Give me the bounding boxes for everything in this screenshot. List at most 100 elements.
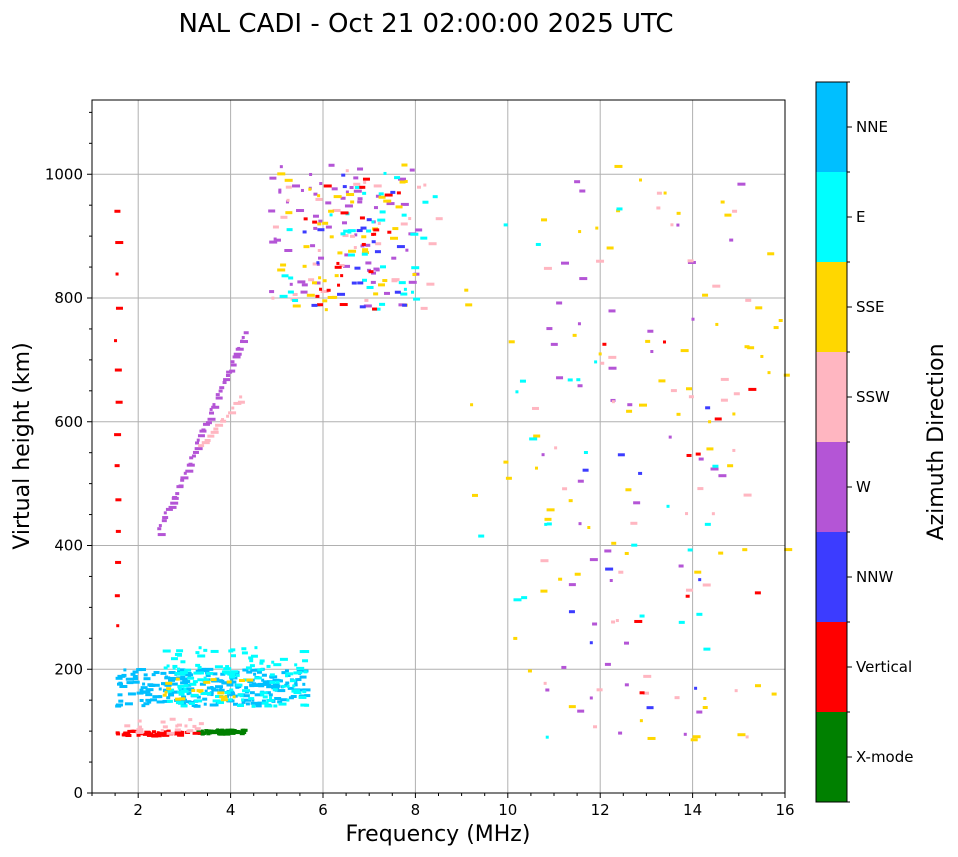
data-point — [317, 194, 321, 198]
data-point — [197, 667, 206, 671]
data-point — [685, 594, 690, 598]
data-point — [242, 668, 249, 672]
data-point — [478, 534, 485, 538]
data-point — [568, 583, 576, 587]
data-point — [193, 671, 202, 675]
data-point — [115, 400, 123, 404]
data-point — [513, 598, 522, 602]
data-point — [694, 686, 698, 690]
data-point — [261, 678, 265, 682]
data-point — [264, 704, 273, 708]
data-point — [172, 495, 178, 499]
data-point — [178, 668, 186, 672]
data-point — [281, 684, 286, 688]
data-point — [136, 668, 143, 672]
data-point — [630, 521, 638, 525]
data-point — [383, 291, 390, 295]
data-point — [254, 668, 259, 672]
data-point — [284, 669, 289, 673]
data-point — [151, 730, 156, 734]
data-point — [400, 292, 408, 296]
data-point — [410, 290, 414, 294]
data-point — [333, 195, 342, 199]
data-point — [232, 355, 241, 359]
data-point — [366, 229, 372, 233]
data-point — [694, 570, 702, 574]
data-point — [273, 237, 277, 241]
data-point — [543, 681, 547, 685]
data-point — [413, 272, 420, 276]
data-point — [568, 705, 576, 709]
data-point — [191, 688, 196, 692]
data-point — [220, 698, 228, 702]
data-point — [773, 326, 779, 330]
data-point — [166, 731, 175, 735]
data-point — [215, 677, 220, 681]
data-point — [249, 664, 255, 668]
data-point — [346, 193, 355, 197]
data-point — [645, 339, 651, 343]
data-point — [142, 732, 148, 736]
data-point — [579, 189, 586, 193]
data-point — [428, 242, 437, 246]
data-point — [198, 690, 202, 694]
data-point — [737, 182, 746, 186]
data-point — [340, 196, 346, 200]
data-point — [220, 419, 227, 423]
data-point — [647, 329, 654, 333]
data-point — [627, 403, 633, 407]
data-point — [197, 678, 204, 682]
data-point — [702, 293, 709, 297]
data-point — [177, 667, 181, 671]
data-point — [357, 197, 363, 201]
data-point — [712, 464, 719, 468]
data-point — [269, 696, 273, 700]
data-point — [690, 738, 698, 742]
data-point — [286, 228, 293, 232]
data-point — [634, 619, 643, 623]
data-point — [556, 301, 563, 305]
data-point — [259, 691, 268, 695]
data-point — [320, 289, 329, 293]
data-point — [618, 731, 623, 735]
data-point — [125, 677, 134, 681]
data-point — [185, 469, 194, 473]
data-point — [316, 262, 320, 266]
data-point — [304, 703, 310, 707]
data-point — [767, 252, 775, 256]
data-point — [521, 596, 528, 600]
x-tick-label: 16 — [775, 801, 794, 819]
data-point — [676, 412, 681, 416]
data-point — [727, 464, 734, 468]
data-point — [175, 701, 184, 705]
colorbar: X-mode Vertical NNW W SSW SSE E NNE — [815, 81, 913, 803]
data-point — [269, 240, 278, 244]
data-point — [249, 691, 255, 695]
data-point — [361, 251, 369, 255]
data-point — [266, 664, 271, 668]
data-point — [217, 701, 225, 705]
data-point — [195, 669, 203, 673]
data-point — [720, 377, 729, 381]
data-point — [317, 222, 322, 226]
data-point — [543, 266, 552, 270]
data-point — [577, 384, 583, 388]
data-point — [160, 720, 166, 724]
data-point — [195, 663, 201, 667]
data-point — [241, 647, 247, 651]
data-point — [706, 447, 714, 451]
data-point — [318, 219, 323, 223]
data-point — [157, 533, 166, 537]
data-point — [366, 218, 372, 222]
colorbar-label: NNW — [856, 568, 893, 586]
data-point — [359, 305, 366, 309]
data-point — [535, 242, 541, 246]
data-point — [394, 290, 401, 294]
data-point — [339, 303, 348, 307]
data-point — [169, 682, 178, 686]
data-point — [292, 298, 299, 302]
data-point — [328, 163, 335, 167]
data-point — [550, 342, 558, 346]
data-point — [228, 411, 237, 415]
data-point — [295, 678, 299, 682]
